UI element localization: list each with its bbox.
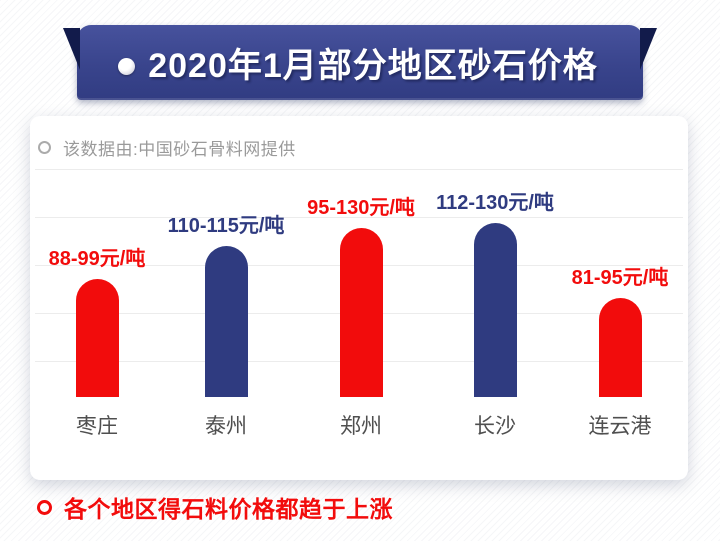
- value-label-连云港: 81-95元/吨: [571, 267, 669, 289]
- bar-郑州: [339, 228, 383, 397]
- category-label-泰州: 泰州: [205, 415, 247, 438]
- source-note-text: 该数据由:中国砂石骨料网提供: [63, 140, 296, 159]
- category-label-长沙: 长沙: [474, 415, 516, 438]
- page-title: 2020年1月部分地区砂石价格: [148, 47, 598, 85]
- ribbon-fold-right: [640, 28, 657, 70]
- gridline: [35, 217, 683, 218]
- value-label-郑州: 95-130元/吨: [307, 197, 415, 219]
- category-label-郑州: 郑州: [340, 415, 382, 438]
- footer-note-text: 各个地区得石料价格都趋于上涨: [64, 496, 393, 522]
- gridline: [35, 169, 683, 170]
- bar-泰州: [204, 246, 248, 397]
- header-ribbon: 2020年1月部分地区砂石价格: [63, 25, 657, 100]
- category-label-枣庄: 枣庄: [76, 415, 118, 438]
- value-label-长沙: 112-130元/吨: [436, 192, 554, 214]
- bar-枣庄: [75, 279, 119, 397]
- chart-card: 该数据由:中国砂石骨料网提供 88-99元/吨 枣庄 110-115元/吨 泰州 95-…: [30, 116, 688, 480]
- white-sphere-bullet-icon: [118, 58, 135, 75]
- source-note-row: 该数据由:中国砂石骨料网提供: [38, 135, 296, 160]
- bar-长沙: [473, 223, 517, 397]
- footer-note-row: 各个地区得石料价格都趋于上涨: [37, 490, 393, 524]
- bar-连云港: [598, 298, 642, 397]
- circle-outline-icon: [37, 499, 52, 515]
- value-label-枣庄: 88-99元/吨: [48, 248, 146, 270]
- value-label-泰州: 110-115元/吨: [167, 215, 285, 237]
- bar-chart: 88-99元/吨 枣庄 110-115元/吨 泰州 95-130元/吨 郑州 112-130…: [30, 116, 688, 480]
- category-label-连云港: 连云港: [588, 415, 652, 438]
- circle-outline-icon: [38, 141, 51, 154]
- ribbon-fold-left: [63, 28, 80, 70]
